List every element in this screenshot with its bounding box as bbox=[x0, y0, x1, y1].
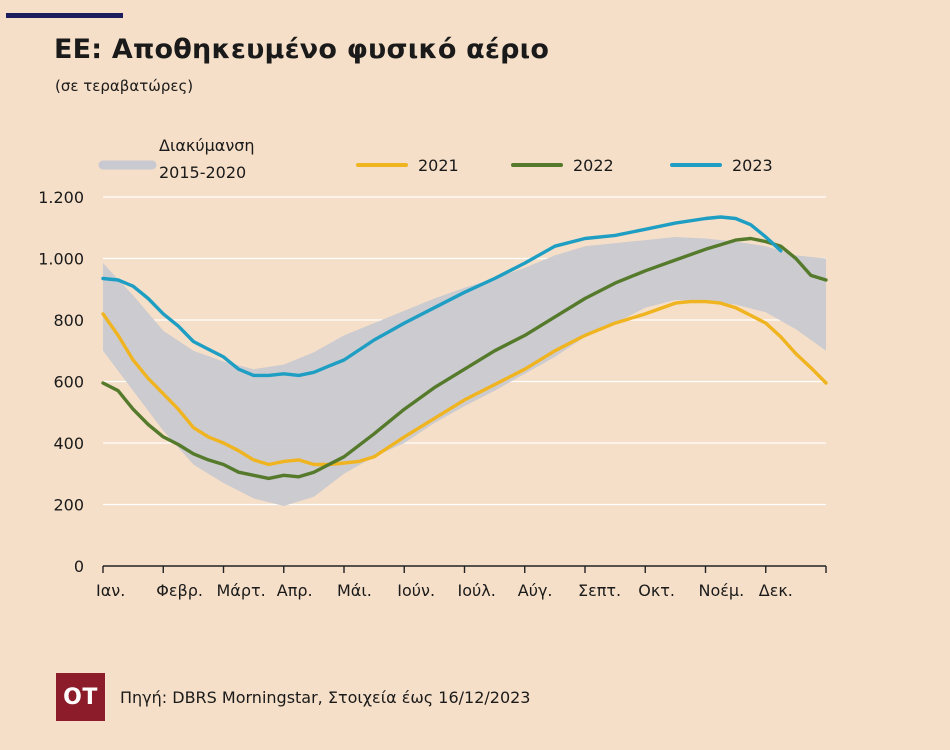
accent-bar bbox=[6, 13, 123, 18]
x-tick-label: Οκτ. bbox=[638, 581, 675, 600]
x-tick-label: Ιαν. bbox=[96, 581, 125, 600]
x-tick-label: Μάι. bbox=[337, 581, 372, 600]
legend-label-band: Διακύμανση bbox=[159, 136, 255, 155]
x-tick-label: Απρ. bbox=[277, 581, 313, 600]
y-tick-label: 1.000 bbox=[38, 250, 84, 269]
x-tick-label: Δεκ. bbox=[759, 581, 793, 600]
legend-label-2023: 2023 bbox=[732, 156, 773, 175]
legend-label-band: 2015-2020 bbox=[159, 163, 246, 182]
y-tick-label: 1.200 bbox=[38, 188, 84, 207]
range-band-2015-2020 bbox=[103, 237, 826, 506]
legend-label-2022: 2022 bbox=[573, 156, 614, 175]
chart-title: ΕΕ: Αποθηκευμένο φυσικό αέριο bbox=[54, 34, 550, 65]
chart-subtitle: (σε τεραβατώρες) bbox=[55, 77, 194, 95]
series-line-2023 bbox=[101, 215, 783, 378]
x-tick-label: Ιούν. bbox=[397, 581, 435, 600]
x-tick-label: Αύγ. bbox=[518, 581, 553, 600]
y-tick-label: 800 bbox=[53, 311, 84, 330]
y-tick-label: 600 bbox=[53, 373, 84, 392]
y-tick-label: 200 bbox=[53, 496, 84, 515]
series-line-2022 bbox=[101, 236, 828, 481]
y-tick-label: 0 bbox=[74, 557, 84, 576]
source-note: Πηγή: DBRS Morningstar, Στοιχεία έως 16/… bbox=[120, 688, 531, 707]
y-tick-label: 400 bbox=[53, 434, 84, 453]
legend-label-2021: 2021 bbox=[418, 156, 459, 175]
series-line-2021 bbox=[101, 299, 828, 467]
publisher-logo: OT bbox=[56, 673, 105, 721]
x-tick-label: Μάρτ. bbox=[217, 581, 266, 600]
x-tick-label: Σεπτ. bbox=[578, 581, 621, 600]
x-tick-label: Φεβρ. bbox=[156, 581, 203, 600]
x-tick-label: Νοέμ. bbox=[699, 581, 745, 600]
x-tick-label: Ιούλ. bbox=[458, 581, 496, 600]
